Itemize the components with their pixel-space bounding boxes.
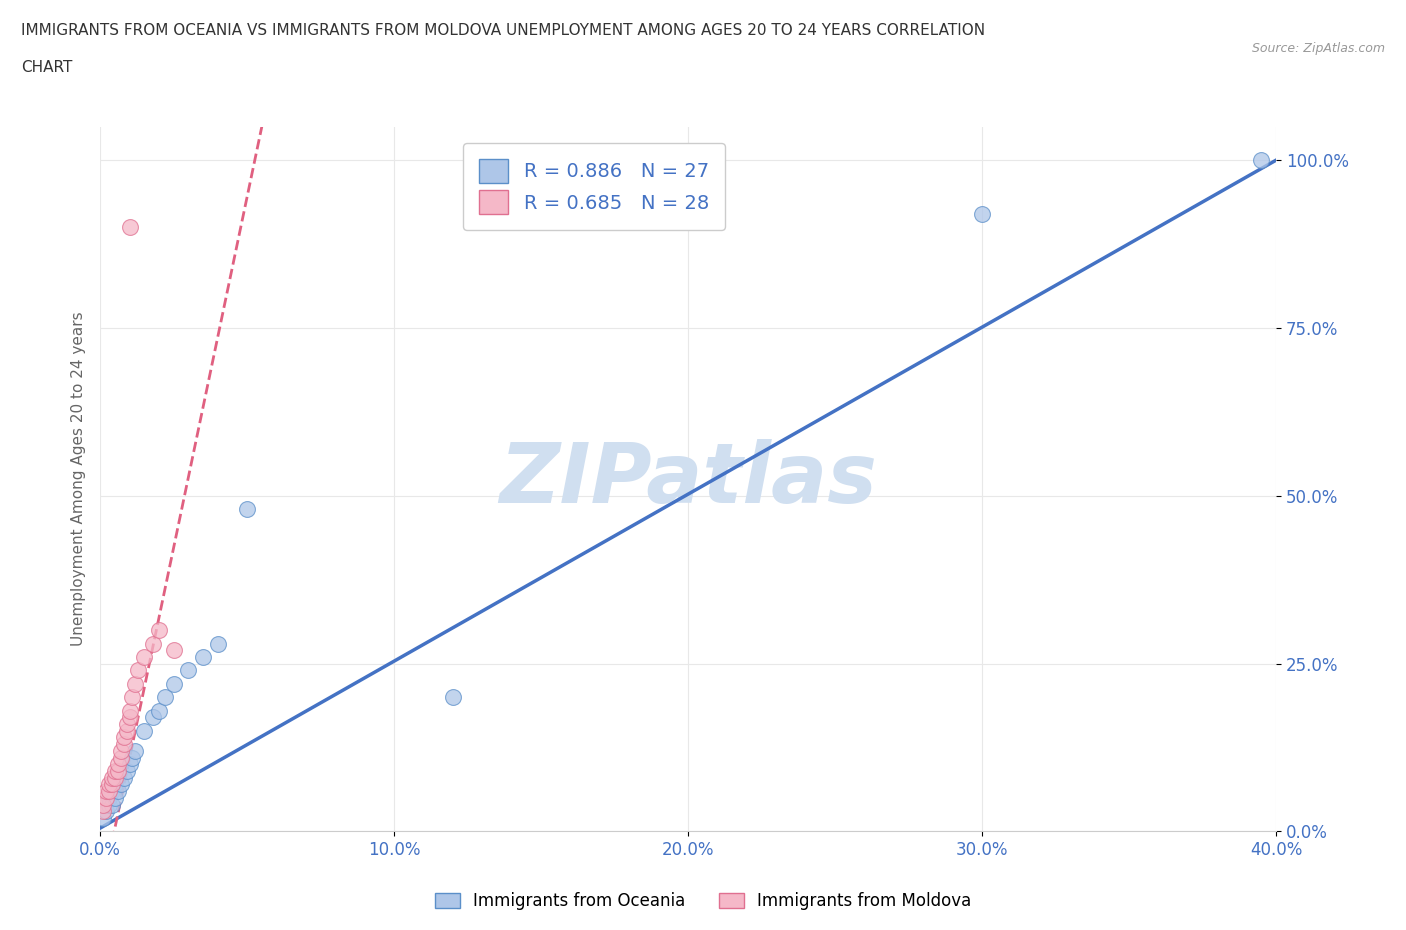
- Point: [110, 751, 132, 765]
- Point: [142, 710, 165, 724]
- Point: [110, 777, 132, 792]
- Point: [162, 643, 184, 658]
- Point: [112, 730, 135, 745]
- Point: [104, 764, 127, 778]
- Point: [148, 623, 170, 638]
- Point: [118, 710, 141, 724]
- Point: [191, 649, 214, 664]
- Point: [91, 804, 114, 818]
- Point: [91, 811, 114, 826]
- Point: [107, 784, 129, 799]
- Text: CHART: CHART: [21, 60, 73, 75]
- Point: [97, 790, 120, 805]
- Point: [115, 724, 138, 738]
- Point: [97, 797, 120, 812]
- Point: [134, 724, 156, 738]
- Point: [134, 649, 156, 664]
- Point: [94, 804, 117, 818]
- Point: [115, 764, 138, 778]
- Legend: Immigrants from Oceania, Immigrants from Moldova: Immigrants from Oceania, Immigrants from…: [427, 885, 979, 917]
- Point: [127, 663, 149, 678]
- Point: [94, 790, 117, 805]
- Point: [101, 797, 124, 812]
- Point: [121, 751, 143, 765]
- Point: [177, 663, 200, 678]
- Point: [94, 784, 117, 799]
- Text: Source: ZipAtlas.com: Source: ZipAtlas.com: [1251, 42, 1385, 55]
- Point: [107, 764, 129, 778]
- Legend: R = 0.886   N = 27, R = 0.685   N = 28: R = 0.886 N = 27, R = 0.685 N = 28: [464, 143, 724, 230]
- Point: [107, 757, 129, 772]
- Point: [142, 636, 165, 651]
- Y-axis label: Unemployment Among Ages 20 to 24 years: Unemployment Among Ages 20 to 24 years: [72, 312, 86, 646]
- Point: [110, 743, 132, 758]
- Point: [148, 703, 170, 718]
- Point: [153, 690, 176, 705]
- Point: [121, 690, 143, 705]
- Point: [162, 676, 184, 691]
- Point: [101, 770, 124, 785]
- Point: [207, 636, 229, 651]
- Point: [972, 206, 994, 221]
- Text: ZIPatlas: ZIPatlas: [499, 439, 877, 520]
- Point: [104, 790, 127, 805]
- Point: [236, 502, 259, 517]
- Point: [118, 703, 141, 718]
- Point: [124, 676, 146, 691]
- Point: [104, 770, 127, 785]
- Point: [97, 777, 120, 792]
- Point: [112, 737, 135, 751]
- Point: [104, 777, 127, 792]
- Point: [115, 717, 138, 732]
- Point: [1250, 153, 1272, 167]
- Point: [101, 777, 124, 792]
- Point: [101, 784, 124, 799]
- Point: [112, 770, 135, 785]
- Point: [91, 797, 114, 812]
- Text: IMMIGRANTS FROM OCEANIA VS IMMIGRANTS FROM MOLDOVA UNEMPLOYMENT AMONG AGES 20 TO: IMMIGRANTS FROM OCEANIA VS IMMIGRANTS FR…: [21, 23, 986, 38]
- Point: [124, 743, 146, 758]
- Point: [118, 757, 141, 772]
- Point: [118, 219, 141, 234]
- Point: [441, 690, 464, 705]
- Point: [97, 784, 120, 799]
